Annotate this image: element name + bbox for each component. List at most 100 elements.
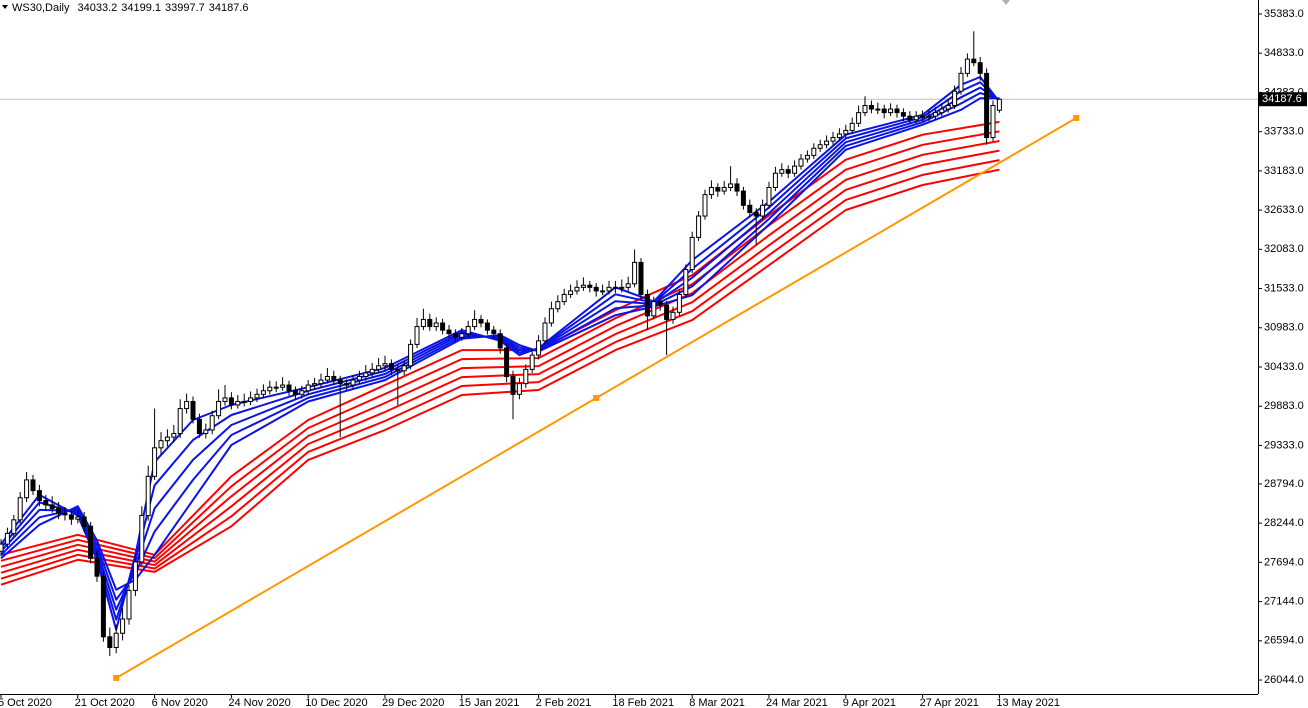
candle-body: [260, 390, 266, 395]
candle-body: [977, 62, 983, 74]
candle-body: [107, 636, 113, 649]
candle-body: [24, 479, 30, 499]
candle-body: [612, 286, 618, 289]
candle-body: [427, 318, 433, 328]
candle-body: [843, 129, 849, 135]
y-tick-label: 30983.0: [1264, 322, 1304, 334]
candle-body: [203, 429, 209, 435]
x-tick-label: 2 Feb 2021: [536, 697, 592, 708]
candle-body: [184, 400, 190, 410]
candle-body: [299, 390, 305, 395]
candle-body: [580, 284, 586, 288]
candle-body: [868, 104, 874, 110]
shift-marker: [1002, 0, 1010, 5]
candle-body: [30, 479, 36, 492]
trendline-point: [593, 394, 600, 401]
candle-body: [785, 169, 791, 174]
candle-body: [472, 318, 478, 328]
candle-body: [734, 183, 740, 192]
moving-average: [0, 140, 1000, 568]
x-tick-label: 24 Nov 2020: [228, 697, 290, 708]
y-tick-label: 28244.0: [1264, 517, 1304, 529]
candle-body: [459, 333, 465, 338]
trendline-point: [113, 674, 120, 681]
moving-average: [0, 159, 1000, 580]
candle-body: [94, 557, 100, 577]
candle-body: [408, 343, 414, 367]
candle-body: [600, 290, 606, 293]
candle-body: [305, 384, 311, 392]
y-tick-label: 35383.0: [1264, 8, 1304, 20]
candle-body: [900, 112, 906, 117]
y-tick-label: 29883.0: [1264, 400, 1304, 412]
candle-body: [120, 618, 126, 634]
y-tick-label: 34833.0: [1264, 47, 1304, 59]
candle-body: [792, 165, 798, 174]
candle-body: [574, 286, 580, 292]
candle-body: [811, 147, 817, 156]
y-tick-label: 31533.0: [1264, 282, 1304, 294]
x-tick-label: 10 Dec 2020: [305, 697, 367, 708]
candle-body: [830, 137, 836, 142]
candle-body: [523, 368, 529, 385]
candle-body: [88, 525, 94, 559]
moving-average: [0, 130, 1000, 562]
candle-body: [952, 90, 958, 106]
candle-body: [875, 108, 881, 111]
y-tick-label: 32083.0: [1264, 243, 1304, 255]
candle-body: [932, 112, 938, 117]
candle-body: [235, 400, 241, 406]
x-tick-label: 9 Apr 2021: [843, 697, 896, 708]
candle-body: [465, 326, 471, 335]
price-label: 34187.6: [1262, 93, 1302, 105]
menu-triangle: [2, 5, 8, 9]
y-tick-label: 28794.0: [1264, 478, 1304, 490]
x-tick-label: 21 Oct 2020: [75, 697, 135, 708]
candle-body: [56, 507, 62, 514]
candle-body: [772, 172, 778, 188]
candle-body: [241, 400, 247, 403]
candle-body: [907, 115, 913, 121]
candle-body: [414, 326, 420, 345]
candle-body: [145, 475, 151, 517]
y-tick-label: 33733.0: [1264, 126, 1304, 138]
candle-body: [356, 375, 362, 381]
price-label-box: [1259, 92, 1307, 107]
candle-body: [740, 190, 746, 206]
candle-body: [561, 293, 567, 303]
candle-body: [350, 379, 356, 386]
candle-body: [881, 108, 887, 114]
y-tick-label: 26044.0: [1264, 674, 1304, 686]
candle-body: [478, 318, 484, 324]
candle-body: [452, 333, 458, 338]
candle-body: [344, 383, 350, 386]
candle-body: [497, 333, 503, 349]
candle-body: [267, 386, 273, 392]
y-tick-label: 26594.0: [1264, 635, 1304, 647]
candle-body: [939, 108, 945, 114]
x-tick-label: 6 Nov 2020: [152, 697, 208, 708]
candle-body: [894, 108, 900, 114]
candle-body: [676, 293, 682, 313]
candle-body: [254, 393, 260, 399]
candle-body: [491, 329, 497, 335]
candle-body: [984, 72, 990, 139]
candle-body: [689, 236, 695, 271]
symbol: WS30,Daily: [12, 2, 70, 14]
candle-body: [62, 512, 68, 516]
candle-body: [926, 115, 932, 118]
candle-body: [708, 186, 714, 196]
candle-body: [43, 500, 49, 506]
candle-body: [49, 504, 55, 509]
candle-body: [158, 440, 164, 449]
candle-body: [587, 284, 593, 288]
y-tick-label: 27144.0: [1264, 595, 1304, 607]
candle-body: [228, 397, 234, 406]
candle-body: [779, 169, 785, 174]
candle-body: [196, 418, 202, 435]
candle-body: [971, 58, 977, 64]
candle-body: [292, 390, 298, 395]
candle-body: [849, 122, 855, 131]
candle-body: [721, 186, 727, 192]
